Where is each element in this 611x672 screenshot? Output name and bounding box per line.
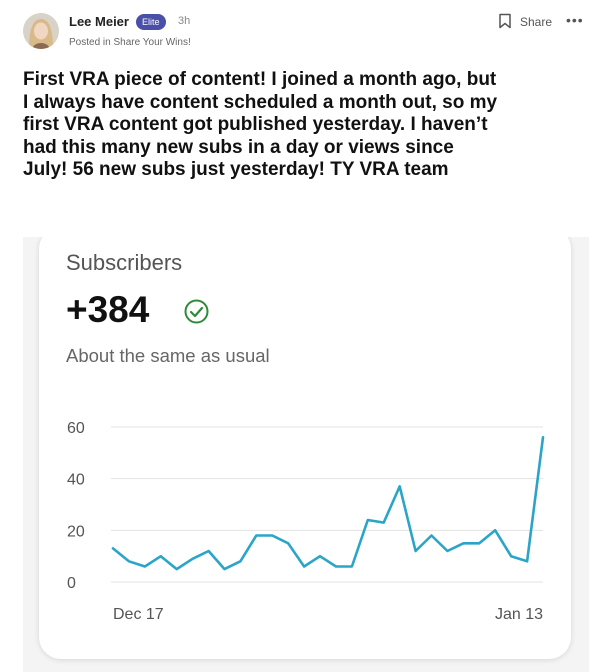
share-button[interactable]: Share xyxy=(498,12,552,32)
y-tick-label: 40 xyxy=(67,472,85,489)
check-circle-icon xyxy=(184,299,209,329)
x-tick-label: Jan 13 xyxy=(495,606,543,623)
card-title: Subscribers xyxy=(66,250,183,275)
y-tick-label: 20 xyxy=(67,523,85,540)
subscriber-total: +384 xyxy=(66,289,150,330)
bookmark-icon[interactable] xyxy=(498,13,512,32)
y-tick-label: 60 xyxy=(67,420,85,437)
author-name[interactable]: Lee Meier xyxy=(69,14,129,29)
subscribers-line-chart: 0 20 40 60 Dec 17 Jan 13 xyxy=(67,420,545,623)
avatar[interactable] xyxy=(23,13,59,49)
post-image[interactable]: Subscribers +384 About the same as usual… xyxy=(23,237,589,672)
x-tick-label: Dec 17 xyxy=(113,606,164,623)
elite-badge: Elite xyxy=(136,14,166,30)
share-label[interactable]: Share xyxy=(520,15,553,29)
card-note: About the same as usual xyxy=(66,345,270,366)
subscribers-card: Subscribers +384 About the same as usual… xyxy=(39,237,571,659)
avatar-image xyxy=(23,13,59,49)
series-line xyxy=(111,436,545,571)
post-timestamp: 3h xyxy=(178,15,191,27)
more-options-icon[interactable]: ••• xyxy=(566,12,584,28)
posted-in-category[interactable]: Posted in Share Your Wins! xyxy=(69,37,191,48)
y-tick-label: 0 xyxy=(67,575,76,592)
post-body: First VRA piece of content! I joined a m… xyxy=(23,69,498,180)
